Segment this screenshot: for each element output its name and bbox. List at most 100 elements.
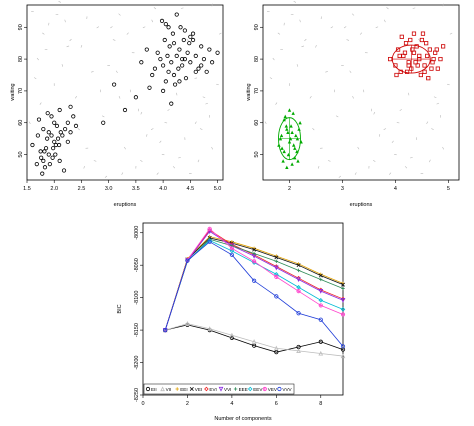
series-point — [229, 335, 234, 340]
data-point — [185, 50, 190, 55]
noise-mark — [449, 32, 453, 35]
data-point — [395, 47, 401, 52]
noise-mark — [167, 108, 170, 112]
data-point — [68, 104, 73, 109]
data-point — [431, 56, 436, 62]
x-tick-label: 2 — [186, 401, 189, 407]
noise-mark — [74, 96, 78, 99]
data-point — [411, 31, 417, 36]
legend-swatch-cross — [263, 387, 267, 391]
data-point — [419, 37, 425, 43]
y-axis-label: waiting — [246, 83, 252, 101]
scatter-panel-left: 1.5 2.0 2.5 3.0 3.5 4.0 4.5 5.0 50 60 70 80 90 erupt… — [10, 0, 224, 208]
data-point — [295, 136, 300, 141]
data-point — [283, 114, 287, 119]
legend-label: VVI — [224, 387, 231, 392]
noise-mark — [296, 64, 299, 67]
series-point — [319, 277, 323, 282]
data-point — [279, 133, 284, 138]
legend-item-eev: EEV — [247, 386, 263, 392]
data-point — [182, 56, 187, 62]
series-point — [296, 268, 301, 273]
data-point — [65, 139, 70, 144]
data-point — [174, 53, 179, 59]
data-point — [288, 136, 293, 141]
noise-mark — [412, 7, 416, 9]
data-point — [196, 66, 201, 71]
data-point — [278, 136, 283, 141]
data-point — [52, 139, 57, 144]
x-tick-label: 0 — [141, 401, 144, 407]
series-point — [185, 321, 190, 326]
data-point — [46, 130, 51, 135]
data-point — [193, 69, 198, 74]
data-point — [180, 63, 185, 68]
data-point — [434, 47, 439, 52]
y-axis-label: BIC — [117, 304, 123, 313]
data-point — [144, 47, 149, 52]
data-point — [399, 34, 404, 39]
data-point — [282, 149, 286, 154]
noise-mark — [299, 19, 301, 23]
data-point — [204, 69, 209, 74]
noise-mark — [375, 26, 379, 29]
noise-mark — [409, 157, 413, 159]
data-point — [295, 149, 299, 154]
data-point — [183, 76, 189, 81]
noise-mark — [28, 121, 31, 125]
data-point — [34, 161, 39, 167]
noise-mark — [211, 3, 213, 7]
y-tick-label: 50 — [254, 151, 260, 157]
data-point — [46, 152, 51, 157]
x-tick-label: 1.5 — [23, 186, 31, 192]
data-point — [429, 66, 434, 71]
data-point — [415, 63, 420, 68]
y-tick-label: -8050 — [134, 258, 140, 272]
data-point — [41, 158, 46, 164]
data-point — [427, 47, 432, 52]
data-point — [293, 146, 297, 150]
noise-mark — [112, 39, 116, 41]
data-point — [163, 21, 168, 27]
data-point — [287, 108, 292, 112]
legend-item-vvv: VVV — [277, 386, 293, 392]
noise-mark — [442, 146, 444, 150]
noise-mark — [315, 45, 317, 48]
noise-mark — [202, 96, 206, 99]
noise-mark — [359, 32, 363, 35]
data-point — [68, 130, 73, 135]
x-tick-label: 5 — [447, 186, 450, 192]
series-point-cross — [230, 246, 234, 251]
data-point — [287, 140, 292, 144]
series-point-cross — [252, 259, 256, 263]
x-tick-label: 6 — [275, 401, 278, 407]
series-line — [164, 229, 344, 331]
legend-swatch — [277, 386, 282, 392]
noise-mark — [118, 13, 121, 16]
data-point — [170, 31, 176, 36]
noise-mark — [343, 26, 347, 29]
data-point — [47, 161, 52, 167]
data-point — [290, 130, 294, 134]
data-points — [277, 31, 446, 169]
y-axis-label: waiting — [10, 83, 16, 101]
data-point — [289, 124, 293, 128]
plot-frame — [142, 222, 344, 396]
series-line — [164, 237, 344, 331]
data-point — [426, 76, 431, 81]
data-point — [53, 152, 58, 157]
noise-mark — [301, 45, 305, 48]
legend-label: VEV — [268, 387, 278, 392]
data-point — [182, 28, 187, 33]
data-point — [420, 31, 426, 36]
data-point — [422, 69, 427, 74]
noise-mark — [42, 32, 45, 35]
data-point — [402, 50, 408, 55]
data-point — [172, 82, 178, 87]
data-point — [55, 136, 61, 141]
legend-item-vii: VII — [160, 386, 171, 392]
noise-mark — [176, 92, 178, 96]
data-point — [161, 88, 166, 94]
data-point — [178, 25, 183, 30]
